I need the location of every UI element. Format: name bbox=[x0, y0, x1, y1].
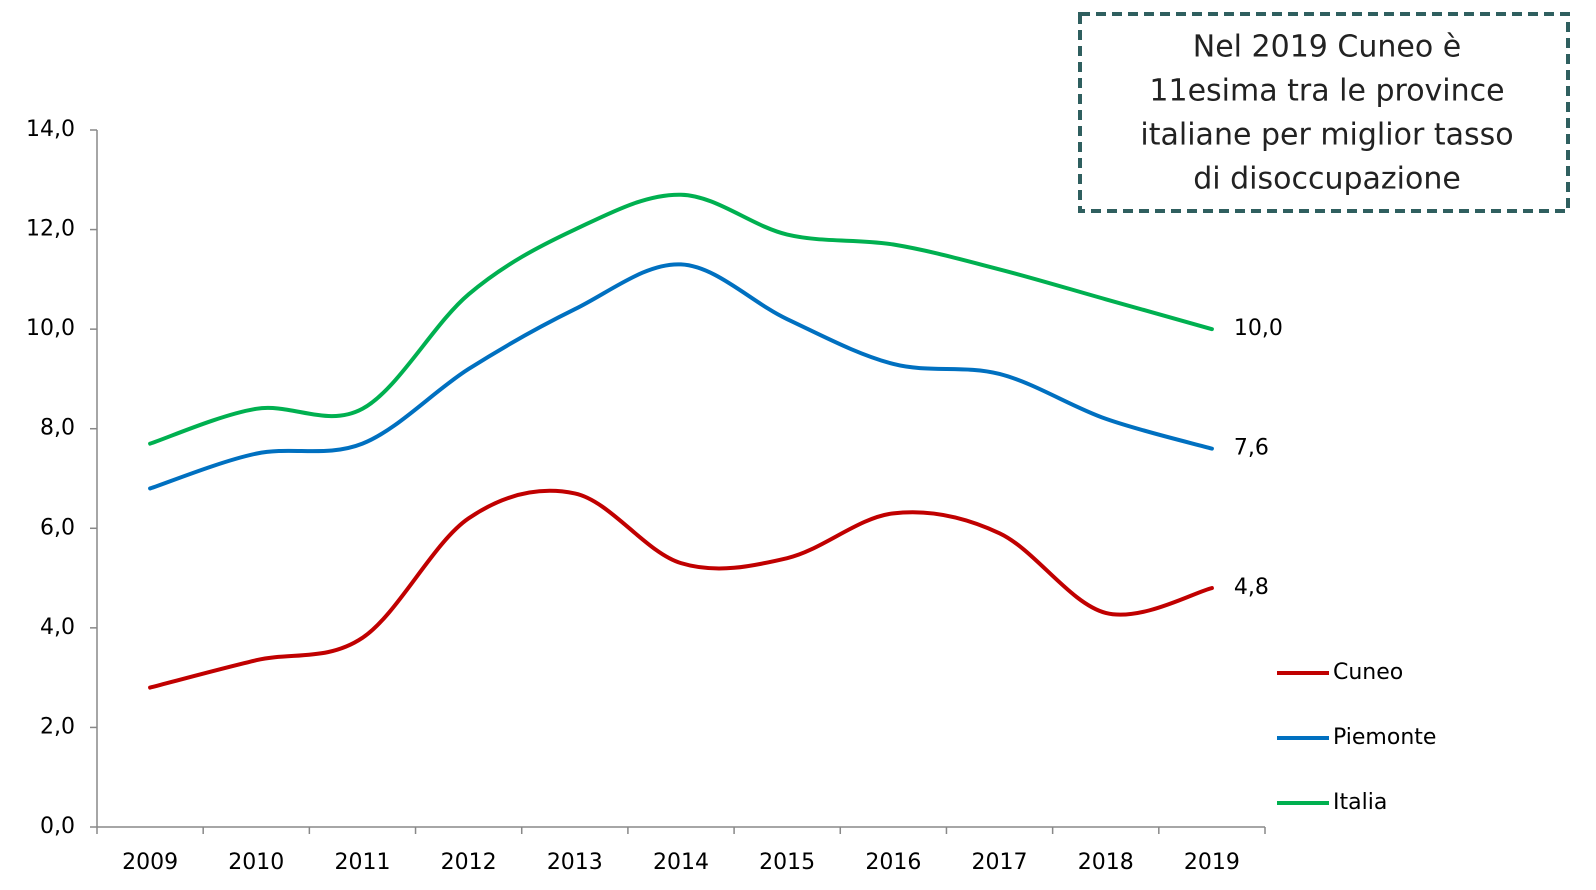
annotation-line: 11esima tra le province bbox=[1149, 74, 1504, 109]
annotation: Nel 2019 Cuneo è 11esima tra le province i… bbox=[1140, 30, 1513, 197]
annotation-line: italiane per miglior tasso bbox=[1140, 118, 1513, 153]
legend-label: Piemonte bbox=[1333, 725, 1436, 750]
x-tick-label: 2009 bbox=[122, 850, 178, 875]
annotation-box bbox=[1078, 12, 1570, 213]
legend-label: Cuneo bbox=[1333, 660, 1403, 685]
y-tick-label: 14,0 bbox=[26, 117, 75, 142]
x-tick-label: 2019 bbox=[1184, 850, 1240, 875]
legend-label: Italia bbox=[1333, 790, 1387, 815]
data-label: 4,8 bbox=[1234, 575, 1269, 600]
x-tick-label: 2015 bbox=[759, 850, 815, 875]
x-tick-label: 2018 bbox=[1078, 850, 1134, 875]
line bbox=[148, 262, 1214, 491]
x-tick-label: 2013 bbox=[547, 850, 603, 875]
y-tick-label: 6,0 bbox=[40, 515, 75, 540]
data-label: 10,0 bbox=[1234, 316, 1283, 341]
x-tick-label: 2014 bbox=[653, 850, 709, 875]
data-label: 7,6 bbox=[1234, 436, 1269, 461]
line bbox=[148, 488, 1214, 690]
annotation-line: di disoccupazione bbox=[1193, 162, 1461, 197]
x-tick-label: 2012 bbox=[441, 850, 497, 875]
y-tick-label: 2,0 bbox=[40, 714, 75, 739]
y-tick-label: 4,0 bbox=[40, 615, 75, 640]
x-tick-label: 2016 bbox=[865, 850, 921, 875]
y-tick-label: 0,0 bbox=[40, 814, 75, 839]
line bbox=[148, 192, 1214, 446]
annotation-line: Nel 2019 Cuneo è bbox=[1193, 30, 1461, 65]
y-tick-label: 12,0 bbox=[26, 217, 75, 242]
x-tick-label: 2017 bbox=[972, 850, 1028, 875]
y-tick-label: 10,0 bbox=[26, 316, 75, 341]
x-tick-label: 2010 bbox=[228, 850, 284, 875]
x-tick-label: 2011 bbox=[334, 850, 390, 875]
y-tick-label: 8,0 bbox=[40, 416, 75, 441]
